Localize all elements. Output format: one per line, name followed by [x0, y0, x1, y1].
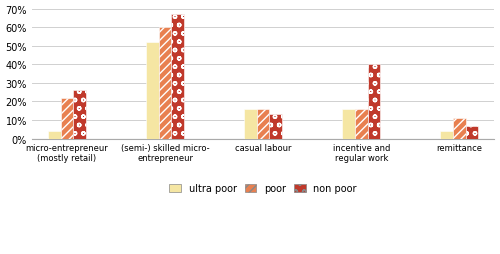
Bar — [146, 43, 159, 139]
Legend: ultra poor, poor, non poor: ultra poor, poor, non poor — [166, 181, 360, 197]
Bar — [172, 15, 184, 139]
Bar — [48, 132, 60, 139]
Bar — [60, 98, 74, 139]
Bar — [466, 126, 478, 139]
Bar — [440, 132, 453, 139]
Bar — [244, 109, 257, 139]
Bar — [368, 65, 380, 139]
Bar — [270, 115, 282, 139]
Bar — [355, 109, 368, 139]
Bar — [74, 91, 86, 139]
Bar — [159, 28, 172, 139]
Bar — [257, 109, 270, 139]
Bar — [342, 109, 355, 139]
Bar — [453, 119, 466, 139]
